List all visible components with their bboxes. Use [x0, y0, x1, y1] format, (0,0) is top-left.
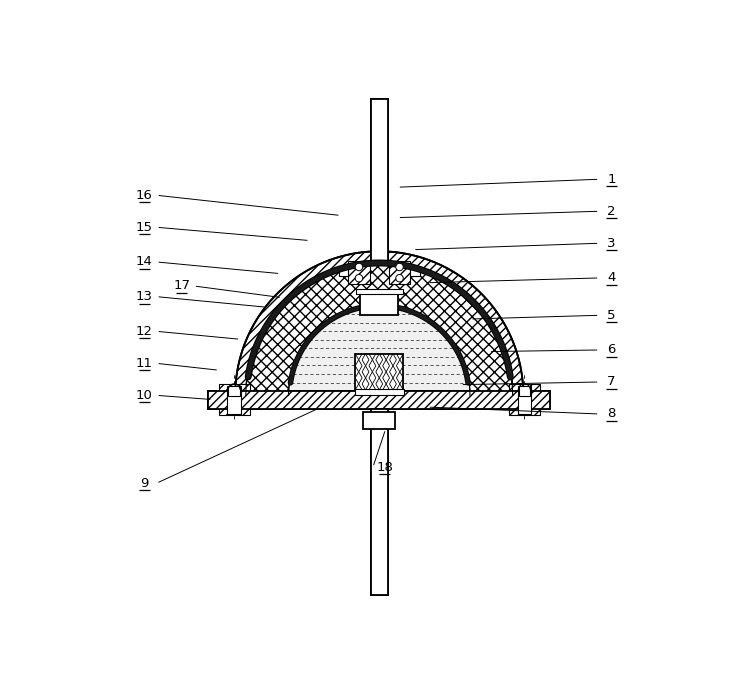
Bar: [371, 409, 388, 595]
Polygon shape: [235, 252, 523, 395]
Text: 16: 16: [136, 188, 153, 202]
Bar: [349, 261, 370, 284]
Circle shape: [396, 274, 403, 282]
Bar: [209, 391, 550, 409]
Text: 1: 1: [607, 173, 616, 186]
Bar: [410, 270, 420, 276]
Bar: [354, 389, 404, 395]
Bar: [218, 385, 249, 415]
Bar: [363, 412, 395, 429]
Bar: [519, 386, 531, 396]
Text: 2: 2: [607, 204, 616, 218]
Bar: [518, 386, 531, 414]
Bar: [339, 270, 349, 276]
Bar: [371, 99, 388, 265]
Text: 10: 10: [136, 389, 153, 402]
Text: 17: 17: [173, 279, 190, 292]
Circle shape: [396, 263, 403, 271]
Bar: [228, 386, 240, 396]
Text: 3: 3: [607, 237, 616, 249]
Bar: [355, 353, 403, 390]
Text: 15: 15: [136, 221, 153, 234]
Text: 11: 11: [136, 357, 153, 370]
Bar: [388, 261, 410, 284]
Text: 6: 6: [608, 344, 616, 356]
Text: 18: 18: [376, 461, 393, 474]
Polygon shape: [235, 252, 523, 395]
Polygon shape: [246, 262, 513, 395]
Circle shape: [355, 263, 363, 271]
Text: 4: 4: [608, 272, 616, 284]
Bar: [356, 289, 403, 295]
Bar: [227, 386, 241, 414]
Circle shape: [355, 274, 363, 282]
Bar: [360, 295, 398, 315]
Bar: [209, 391, 550, 409]
Bar: [371, 409, 388, 595]
Text: 12: 12: [136, 325, 153, 337]
Text: 14: 14: [136, 256, 153, 268]
Text: 7: 7: [607, 376, 616, 389]
Text: 8: 8: [608, 407, 616, 421]
Bar: [509, 385, 540, 415]
Text: 9: 9: [141, 477, 149, 490]
Polygon shape: [289, 305, 470, 395]
Text: 13: 13: [136, 290, 153, 303]
Text: 5: 5: [607, 309, 616, 322]
Bar: [371, 99, 388, 265]
